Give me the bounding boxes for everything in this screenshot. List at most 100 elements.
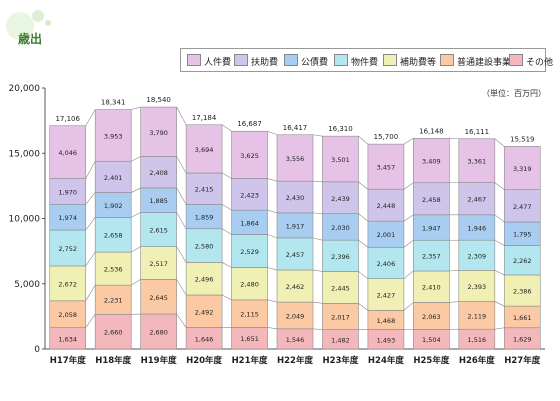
connector-line: [403, 214, 414, 222]
bar-segment: [458, 328, 496, 350]
bar-segment: [231, 130, 268, 179]
data-label: 1,661: [513, 314, 532, 322]
total-label: 18,341: [101, 99, 126, 107]
bar-segment: [458, 270, 496, 302]
data-label: 2,462: [286, 283, 305, 291]
connector-line: [267, 234, 278, 239]
connector-line: [176, 279, 187, 296]
x-tick-label: H21年度: [232, 355, 268, 366]
total-label: 18,540: [146, 96, 171, 104]
bar-segment: [413, 137, 450, 184]
connector-line: [403, 270, 414, 279]
connector-line: [221, 204, 232, 211]
connector-line: [85, 314, 96, 328]
data-label: 2,415: [195, 186, 214, 194]
x-tick-label: H23年度: [322, 355, 358, 366]
connector-line: [312, 237, 323, 241]
connector-line: [312, 269, 323, 272]
data-label: 1,482: [331, 336, 350, 344]
legend-swatch: [187, 54, 201, 66]
connector-line: [312, 180, 323, 183]
bar-segment: [503, 245, 541, 276]
legend-item: 物件費: [334, 54, 378, 68]
connector-line: [176, 156, 187, 174]
bar-segment: [276, 180, 314, 214]
data-label: 1,634: [58, 335, 77, 343]
data-label: 2,536: [104, 266, 123, 274]
bar-segment: [276, 212, 314, 239]
legend-label: 人件費: [204, 58, 232, 68]
data-label: 2,058: [58, 311, 77, 319]
data-label: 2,645: [149, 294, 168, 302]
x-tick-label: H17年度: [50, 355, 86, 366]
connector-line: [221, 262, 232, 268]
bar-segment: [413, 239, 450, 272]
connector-line: [267, 178, 278, 182]
data-label: 3,501: [331, 156, 350, 164]
data-label: 2,406: [377, 260, 396, 268]
x-tick-label: H18年度: [95, 355, 131, 366]
data-label: 3,953: [104, 132, 123, 140]
bar-segment: [322, 181, 359, 214]
bar-segment: [276, 134, 314, 182]
bar-segment: [458, 239, 496, 271]
data-label: 1,970: [58, 188, 77, 196]
bar-segment: [94, 217, 132, 253]
bubble-decoration-icon: [6, 10, 51, 40]
legend-swatch: [440, 54, 454, 66]
connector-line: [358, 239, 369, 248]
data-label: 2,496: [195, 276, 214, 284]
bar-segment: [94, 251, 132, 286]
bar-segment: [276, 237, 314, 271]
data-label: 1,917: [286, 222, 305, 230]
data-label: 2,752: [58, 245, 77, 253]
total-label: 17,106: [55, 115, 80, 123]
connector-line: [267, 299, 278, 303]
data-label: 3,361: [468, 158, 487, 166]
chart-legend: 人件費 扶助費 公債費 物件費 補助費等 普通建設事業費 その他: [180, 48, 553, 72]
bar-segment: [94, 192, 132, 218]
connector-line: [358, 213, 369, 222]
bar-segment: [231, 299, 268, 328]
bar-segment: [231, 327, 268, 350]
bar-segment: [367, 310, 405, 330]
connector-line: [131, 279, 141, 286]
bar-segment: [140, 313, 177, 350]
bar-segment: [322, 239, 359, 272]
connector-line: [221, 294, 232, 301]
legend-label: 公債費: [301, 58, 329, 68]
data-label: 2,458: [422, 196, 441, 204]
connector-line: [494, 327, 505, 330]
bar-segment: [503, 221, 541, 246]
legend-item: 補助費等: [383, 54, 436, 68]
total-label: 16,111: [465, 128, 490, 136]
data-label: 2,467: [468, 196, 487, 204]
data-label: 2,477: [513, 203, 532, 211]
connector-line: [494, 301, 505, 307]
data-label: 1,946: [468, 225, 487, 233]
connector-line: [131, 187, 141, 193]
y-tick-label: 0: [34, 345, 40, 355]
connector-line: [267, 209, 278, 214]
bar-segment: [367, 329, 405, 350]
data-label: 2,119: [468, 312, 487, 320]
data-label: 2,445: [331, 284, 350, 292]
bar-segment: [458, 182, 496, 216]
data-label: 2,393: [468, 283, 487, 291]
connector-line: [221, 228, 232, 235]
data-label: 2,423: [240, 191, 259, 199]
legend-item: 普通建設事業費: [440, 54, 520, 68]
connector-line: [403, 182, 414, 190]
bar-segment: [185, 172, 223, 205]
legend-item: 扶助費: [234, 54, 279, 68]
legend-label: 扶助費: [251, 58, 279, 68]
bar-segment: [49, 300, 87, 328]
bar-segment: [185, 124, 223, 174]
data-label: 2,063: [422, 313, 441, 321]
bar-segment: [322, 213, 359, 241]
data-label: 2,672: [58, 280, 77, 288]
data-label: 2,658: [104, 232, 123, 240]
data-label: 2,430: [286, 194, 305, 202]
data-label: 1,468: [377, 317, 396, 325]
legend-swatch: [234, 54, 248, 66]
